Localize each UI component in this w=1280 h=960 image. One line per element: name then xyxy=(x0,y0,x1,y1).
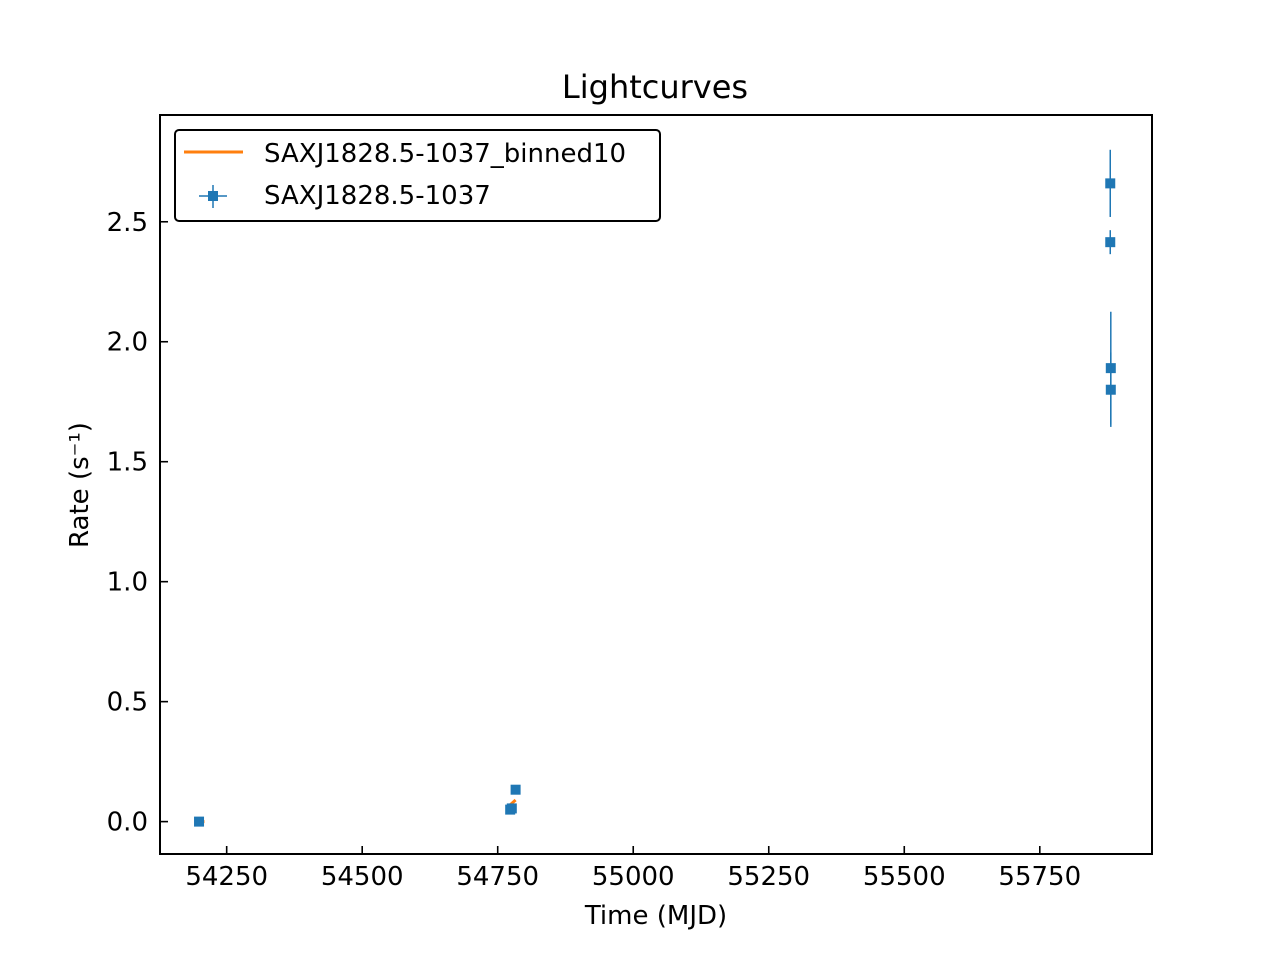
plot-content xyxy=(194,149,1116,827)
x-axis: 54250 54500 54750 55000 55250 55500 55750 xyxy=(185,846,1081,892)
legend-label-binned: SAXJ1828.5-1037_binned10 xyxy=(264,139,626,169)
data-point xyxy=(1105,178,1116,189)
y-tick-label: 0.0 xyxy=(107,808,148,838)
x-tick-label: 54500 xyxy=(321,862,404,892)
y-tick-label: 1.5 xyxy=(107,448,148,478)
series-raw xyxy=(194,149,1116,827)
y-tick-label: 0.5 xyxy=(107,688,148,718)
y-axis-label: Rate (s⁻¹) xyxy=(65,422,95,548)
legend-box xyxy=(174,129,661,222)
legend-square-marker xyxy=(208,191,218,201)
x-tick-label: 55250 xyxy=(727,862,810,892)
legend: SAXJ1828.5-1037_binned10 SAXJ1828.5-1037 xyxy=(174,129,661,222)
data-point xyxy=(510,784,521,795)
legend-label-raw: SAXJ1828.5-1037 xyxy=(264,181,491,211)
x-tick-label: 55500 xyxy=(863,862,946,892)
x-tick-label: 54750 xyxy=(456,862,539,892)
x-tick-label: 55750 xyxy=(998,862,1081,892)
data-point xyxy=(506,803,517,814)
y-tick-label: 1.0 xyxy=(107,568,148,598)
y-tick-label: 2.0 xyxy=(107,328,148,358)
y-axis: 0.0 0.5 1.0 1.5 2.0 2.5 xyxy=(107,208,168,838)
plot-frame xyxy=(159,114,1153,855)
x-axis-label: Time (MJD) xyxy=(584,901,727,931)
data-point xyxy=(1105,384,1116,395)
data-point xyxy=(194,816,205,827)
data-point xyxy=(1105,237,1116,248)
x-tick-label: 54250 xyxy=(185,862,268,892)
chart-title: Lightcurves xyxy=(562,68,748,106)
x-tick-label: 55000 xyxy=(592,862,675,892)
y-tick-label: 2.5 xyxy=(107,208,148,238)
